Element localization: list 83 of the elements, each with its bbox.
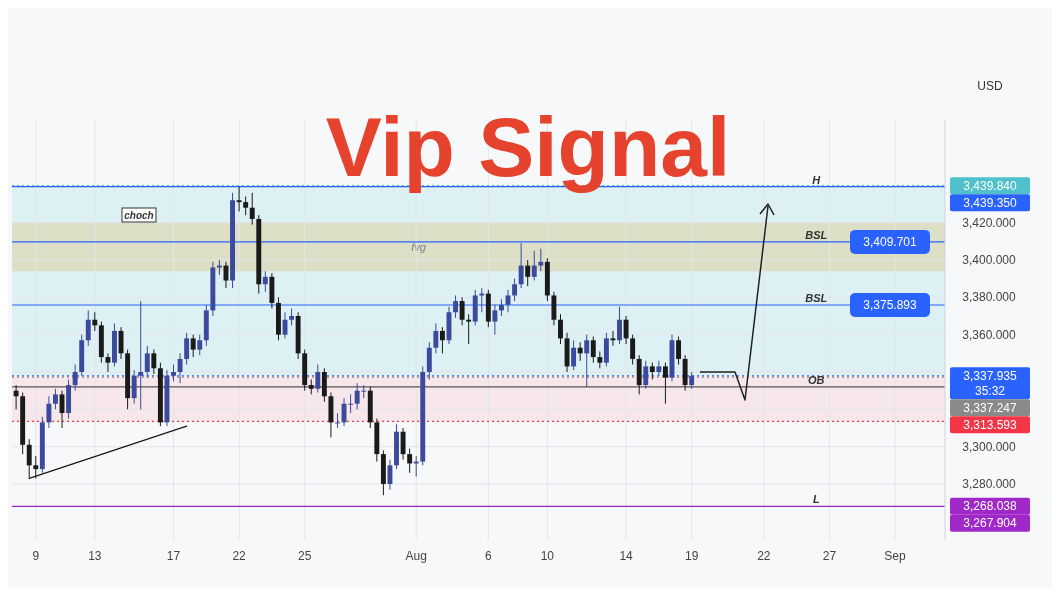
candlestick — [617, 306, 622, 345]
candlestick — [466, 313, 472, 345]
candlestick — [387, 459, 393, 491]
candlestick — [400, 427, 406, 461]
candlestick — [315, 364, 321, 394]
candlestick — [249, 192, 255, 226]
candlestick — [144, 345, 150, 379]
ref-line-label: 3,375.893 — [863, 298, 918, 313]
y-axis-title: USD — [977, 79, 1003, 93]
candlestick — [525, 259, 531, 287]
x-tick-label: Sep — [884, 549, 906, 563]
candlestick — [138, 300, 144, 410]
candlestick — [656, 360, 662, 377]
y-tick-label: 3,400.000 — [962, 253, 1017, 267]
ref-line-label: 3,409.701 — [863, 235, 918, 250]
x-tick-label: 25 — [298, 549, 312, 563]
candlestick — [72, 364, 78, 392]
candlestick — [643, 360, 649, 390]
candlestick — [118, 326, 124, 360]
candlestick — [610, 330, 616, 347]
x-tick-label: 10 — [540, 549, 555, 563]
candlestick — [623, 315, 629, 345]
candlestick — [131, 369, 137, 405]
annotation: OB — [808, 373, 825, 386]
annotation: H — [812, 173, 822, 186]
y-tick-label: 3,380.000 — [962, 290, 1017, 305]
chart-title: Vip Signal — [325, 100, 731, 194]
candlestick — [453, 294, 458, 319]
candlestick — [151, 349, 157, 375]
candlestick — [558, 313, 563, 345]
annotation: choch — [124, 210, 154, 221]
band-label: fvg — [411, 240, 427, 253]
candlestick — [190, 334, 196, 358]
x-tick-label: 19 — [684, 549, 699, 563]
x-tick-label: 14 — [619, 549, 634, 563]
y-tick-label: 3,360.000 — [962, 327, 1017, 342]
candlestick — [85, 309, 91, 347]
x-tick-label: 13 — [88, 549, 102, 563]
candlestick — [439, 326, 445, 354]
candlestick — [236, 186, 242, 212]
x-tick-label: 27 — [822, 549, 837, 563]
candlestick — [407, 448, 413, 474]
candlestick — [590, 336, 596, 364]
candlestick — [492, 304, 498, 336]
text: 3,267.904 — [963, 516, 1018, 531]
candlestick — [571, 339, 577, 371]
candlestick — [433, 322, 439, 354]
candlestick — [262, 270, 268, 293]
candlestick — [630, 334, 636, 366]
candlestick — [197, 334, 203, 356]
candlestick — [662, 362, 668, 405]
x-tick-label: Aug — [405, 549, 427, 563]
ref-line-label: 3,439.350 — [963, 195, 1018, 210]
ref-line-label: 3,337.935 35:32 — [963, 368, 1018, 398]
candlestick — [459, 296, 465, 326]
candlestick — [676, 336, 682, 366]
x-tick-label: 9 — [32, 549, 40, 563]
candlestick — [518, 242, 524, 289]
candlestick — [46, 395, 52, 429]
y-tick-label: 3,420.000 — [962, 215, 1017, 230]
candlestick — [335, 412, 340, 429]
ref-line-label: 3,268.038 — [963, 499, 1018, 514]
annotation: BSL — [805, 292, 828, 304]
x-tick-label: 22 — [232, 549, 247, 563]
candlestick — [52, 388, 58, 410]
annotation: L — [812, 493, 820, 506]
ref-line-label: 3,337.247 — [963, 400, 1018, 415]
annotation: BSL — [805, 228, 828, 241]
candlestick — [105, 352, 111, 373]
x-tick-label: 17 — [166, 549, 181, 563]
candlestick — [538, 248, 544, 272]
candlestick — [243, 196, 249, 216]
ref-line-label: 3,313.593 — [963, 417, 1018, 432]
candlestick — [184, 332, 190, 366]
candlestick — [531, 250, 537, 282]
x-tick-label: 22 — [757, 549, 771, 563]
y-tick-label: 3,280.000 — [962, 477, 1017, 491]
x-tick-label: 6 — [484, 549, 492, 563]
candlestick — [584, 334, 590, 388]
candlestick — [512, 278, 518, 302]
y-tick-label: 3,300.000 — [962, 439, 1017, 454]
ref-line-label: 3,439.840 — [963, 178, 1018, 193]
candlestick — [177, 352, 183, 384]
